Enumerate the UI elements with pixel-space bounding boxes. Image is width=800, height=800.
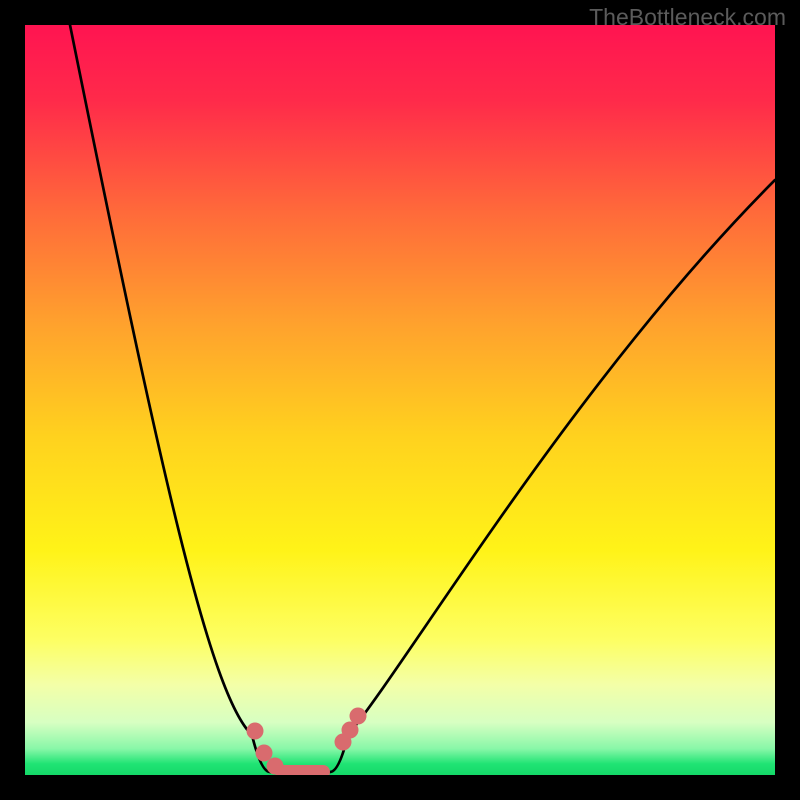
bottleneck-chart-svg [0, 0, 800, 800]
near-minimum-dot [247, 723, 264, 740]
near-minimum-dot [267, 758, 284, 775]
near-minimum-dot [256, 745, 273, 762]
near-minimum-dot [350, 708, 367, 725]
chart-frame: TheBottleneck.com [0, 0, 800, 800]
